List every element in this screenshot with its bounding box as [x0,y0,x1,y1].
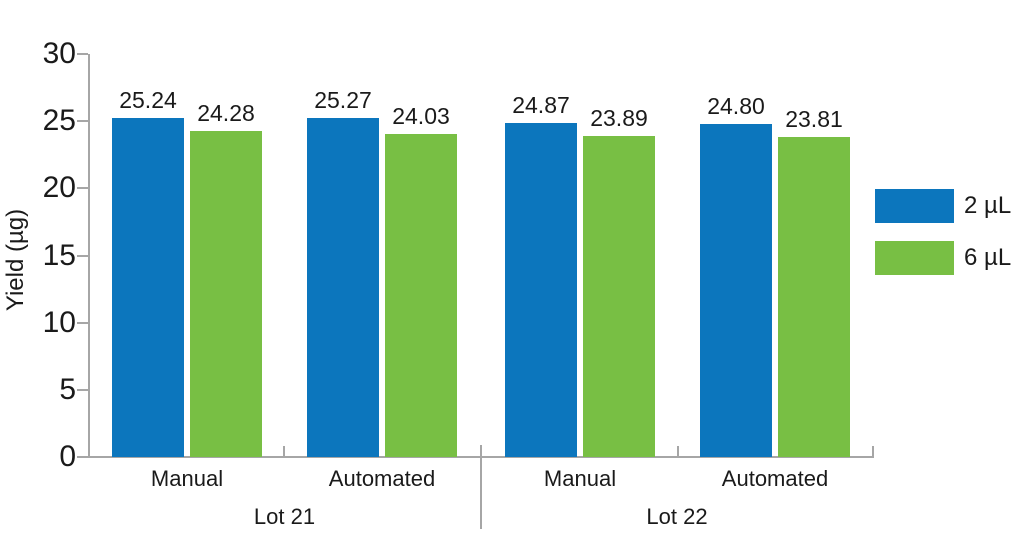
category-label-automated: Automated [721,466,829,491]
y-tick-5 [77,388,88,391]
value-label: 23.89 [590,105,648,132]
bar-lot-22-automated-6ul [778,137,850,457]
y-tick-label-10: 10 [42,305,76,339]
legend-swatch-6ul-icon [875,241,954,275]
x-separator-tick [872,446,874,457]
value-label: 25.24 [119,86,177,113]
lot-divider-line [480,445,482,529]
y-axis-line [88,54,90,458]
y-tick-label-20: 20 [42,171,76,205]
y-tick-label-30: 30 [42,37,76,70]
bar-lot-22-automated-2ul [700,123,772,457]
value-label: 23.81 [785,106,843,133]
y-tick-20 [77,187,88,190]
bar-lot-21-manual-6ul [190,130,262,457]
value-label: 24.87 [512,91,570,118]
group-label-lot-21: Lot 21 [253,504,316,529]
value-label: 24.80 [707,92,765,119]
bar-lot-21-automated-6ul [385,134,457,457]
y-tick-label-0: 0 [59,440,76,473]
y-tick-25 [77,120,88,123]
y-tick-0 [77,456,88,458]
category-label-manual: Manual [150,466,224,491]
legend-label-2ul: 2 µL [964,192,1012,219]
value-label: 24.03 [392,103,450,130]
legend-swatch-2ul-icon [875,189,954,223]
x-separator-tick [283,446,285,457]
x-separator-tick [677,446,679,457]
legend-label-6ul: 6 µL [964,244,1012,271]
bar-lot-21-automated-2ul [307,117,379,457]
y-tick-label-25: 25 [42,104,76,138]
y-tick-label-5: 5 [59,372,76,406]
legend: 2 µL 6 µL [875,189,1011,293]
group-label-lot-22: Lot 22 [646,504,708,529]
y-tick-10 [77,321,88,324]
category-label-manual: Manual [543,466,617,491]
bar-lot-22-manual-6ul [583,136,655,457]
y-tick-15 [77,254,88,257]
bar-lot-21-manual-2ul [112,117,184,457]
value-label: 25.27 [314,86,372,113]
y-tick-label-15: 15 [42,238,76,272]
bar-lot-22-manual-2ul [505,122,577,457]
y-tick-30 [77,53,88,55]
legend-item-2ul: 2 µL [875,189,1011,223]
value-label: 24.28 [197,99,255,126]
category-label-automated: Automated [328,466,436,491]
legend-item-6ul: 6 µL [875,241,1011,275]
